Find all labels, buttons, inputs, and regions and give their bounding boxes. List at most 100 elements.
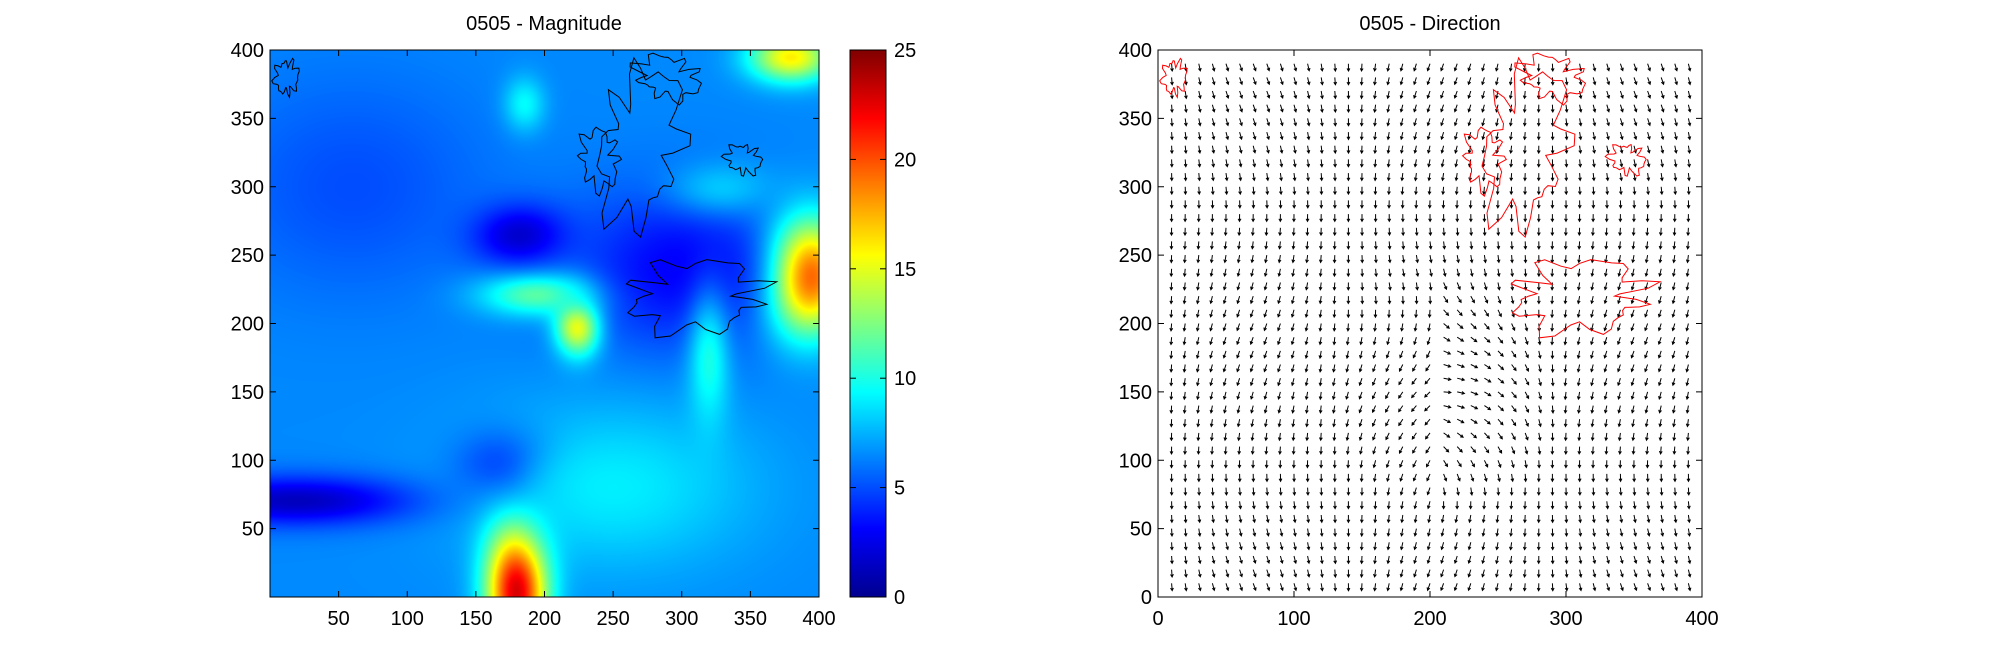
quiver-arrow	[1211, 118, 1216, 127]
quiver-arrow	[1196, 214, 1201, 223]
quiver-arrow	[1318, 337, 1323, 346]
quiver-arrow	[1320, 583, 1324, 592]
quiver-arrow	[1412, 460, 1417, 468]
quiver-arrow	[1209, 337, 1213, 346]
quiver-arrow	[1440, 159, 1445, 168]
quiver-arrow	[1550, 132, 1555, 141]
quiver-arrow	[1617, 350, 1621, 359]
quiver-arrow	[1633, 63, 1638, 72]
quiver-arrow	[1538, 350, 1542, 360]
quiver-arrow	[1359, 583, 1364, 592]
quiver-arrow	[1576, 337, 1581, 346]
quiver-arrow	[1592, 514, 1596, 524]
quiver-arrow	[1359, 118, 1364, 127]
quiver-arrow	[1320, 118, 1324, 127]
quiver-arrow	[1209, 391, 1214, 401]
quiver-arrow	[1481, 104, 1485, 113]
quiver-arrow	[1509, 542, 1513, 551]
quiver-arrow	[1454, 131, 1458, 141]
quiver-arrow	[1211, 104, 1216, 113]
quiver-arrow	[1618, 473, 1623, 483]
quiver-arrow	[1564, 173, 1569, 182]
quiver-arrow	[1509, 186, 1514, 196]
quiver-arrow	[1400, 173, 1405, 182]
quiver-arrow	[1550, 337, 1555, 346]
quiver-arrow	[1401, 241, 1406, 250]
quiver-arrow	[1578, 569, 1583, 578]
quiver-arrow	[1563, 391, 1568, 401]
quiver-arrow	[1263, 378, 1268, 387]
quiver-arrow	[1426, 77, 1431, 86]
magnitude-x-tick-label: 300	[665, 608, 698, 630]
quiver-arrow	[1443, 460, 1449, 468]
quiver-arrow	[1483, 295, 1489, 304]
quiver-arrow	[1250, 282, 1254, 291]
quiver-arrow	[1591, 200, 1596, 209]
quiver-arrow	[1591, 487, 1596, 496]
quiver-arrow	[1196, 419, 1201, 428]
quiver-arrow	[1169, 214, 1174, 223]
quiver-arrow	[1291, 255, 1296, 264]
quiver-arrow	[1319, 145, 1324, 155]
quiver-arrow	[1359, 145, 1364, 155]
quiver-arrow	[1400, 501, 1404, 510]
quiver-arrow	[1538, 419, 1542, 428]
quiver-arrow	[1265, 186, 1270, 196]
quiver-arrow	[1277, 350, 1281, 359]
quiver-arrow	[1252, 159, 1257, 168]
quiver-arrow	[1196, 460, 1201, 469]
quiver-arrow	[1470, 460, 1475, 468]
quiver-arrow	[1509, 145, 1513, 155]
quiver-arrow	[1453, 63, 1458, 72]
quiver-arrow	[1413, 337, 1417, 346]
quiver-arrow	[1236, 282, 1241, 291]
quiver-arrow	[1484, 391, 1492, 397]
quiver-arrow	[1223, 405, 1227, 414]
quiver-arrow	[1399, 77, 1404, 86]
quiver-arrow	[1249, 295, 1254, 305]
quiver-arrow	[1250, 419, 1255, 428]
quiver-arrow	[1578, 132, 1583, 141]
quiver-arrow	[1197, 542, 1202, 551]
quiver-arrow	[1618, 214, 1623, 223]
quiver-arrow	[1646, 186, 1650, 196]
quiver-arrow	[1563, 419, 1568, 428]
quiver-arrow	[1658, 241, 1663, 250]
quiver-arrow	[1169, 542, 1174, 551]
quiver-arrow	[1630, 323, 1635, 332]
quiver-arrow	[1249, 323, 1254, 332]
quiver-arrow	[1224, 501, 1229, 510]
quiver-arrow	[1265, 173, 1270, 182]
quiver-arrow	[1426, 473, 1431, 482]
quiver-arrow	[1346, 104, 1351, 114]
quiver-arrow	[1660, 118, 1665, 127]
quiver-arrow	[1673, 501, 1678, 510]
quiver-arrow	[1660, 104, 1665, 113]
quiver-arrow	[1333, 145, 1337, 155]
quiver-arrow	[1413, 514, 1418, 524]
quiver-arrow	[1293, 555, 1297, 565]
quiver-arrow	[1497, 418, 1504, 426]
quiver-arrow	[1674, 90, 1678, 100]
quiver-arrow	[1360, 268, 1365, 278]
quiver-arrow	[1440, 63, 1445, 72]
quiver-arrow	[1263, 337, 1268, 346]
quiver-arrow	[1197, 173, 1202, 182]
quiver-arrow	[1197, 200, 1201, 209]
quiver-arrow	[1537, 309, 1541, 319]
quiver-arrow	[1443, 323, 1451, 329]
quiver-arrow	[1169, 473, 1174, 483]
quiver-arrow	[1484, 405, 1492, 411]
quiver-arrow	[1399, 131, 1404, 141]
quiver-arrow	[1606, 118, 1610, 127]
quiver-arrow	[1671, 309, 1676, 318]
quiver-arrow	[1524, 337, 1529, 346]
quiver-arrow	[1550, 200, 1555, 209]
quiver-arrow	[1373, 487, 1378, 496]
quiver-arrow	[1632, 214, 1636, 223]
quiver-arrow	[1346, 309, 1351, 319]
direction-quiver	[1169, 63, 1692, 592]
quiver-arrow	[1358, 419, 1363, 428]
quiver-arrow	[1291, 419, 1296, 428]
quiver-arrow	[1333, 569, 1338, 579]
